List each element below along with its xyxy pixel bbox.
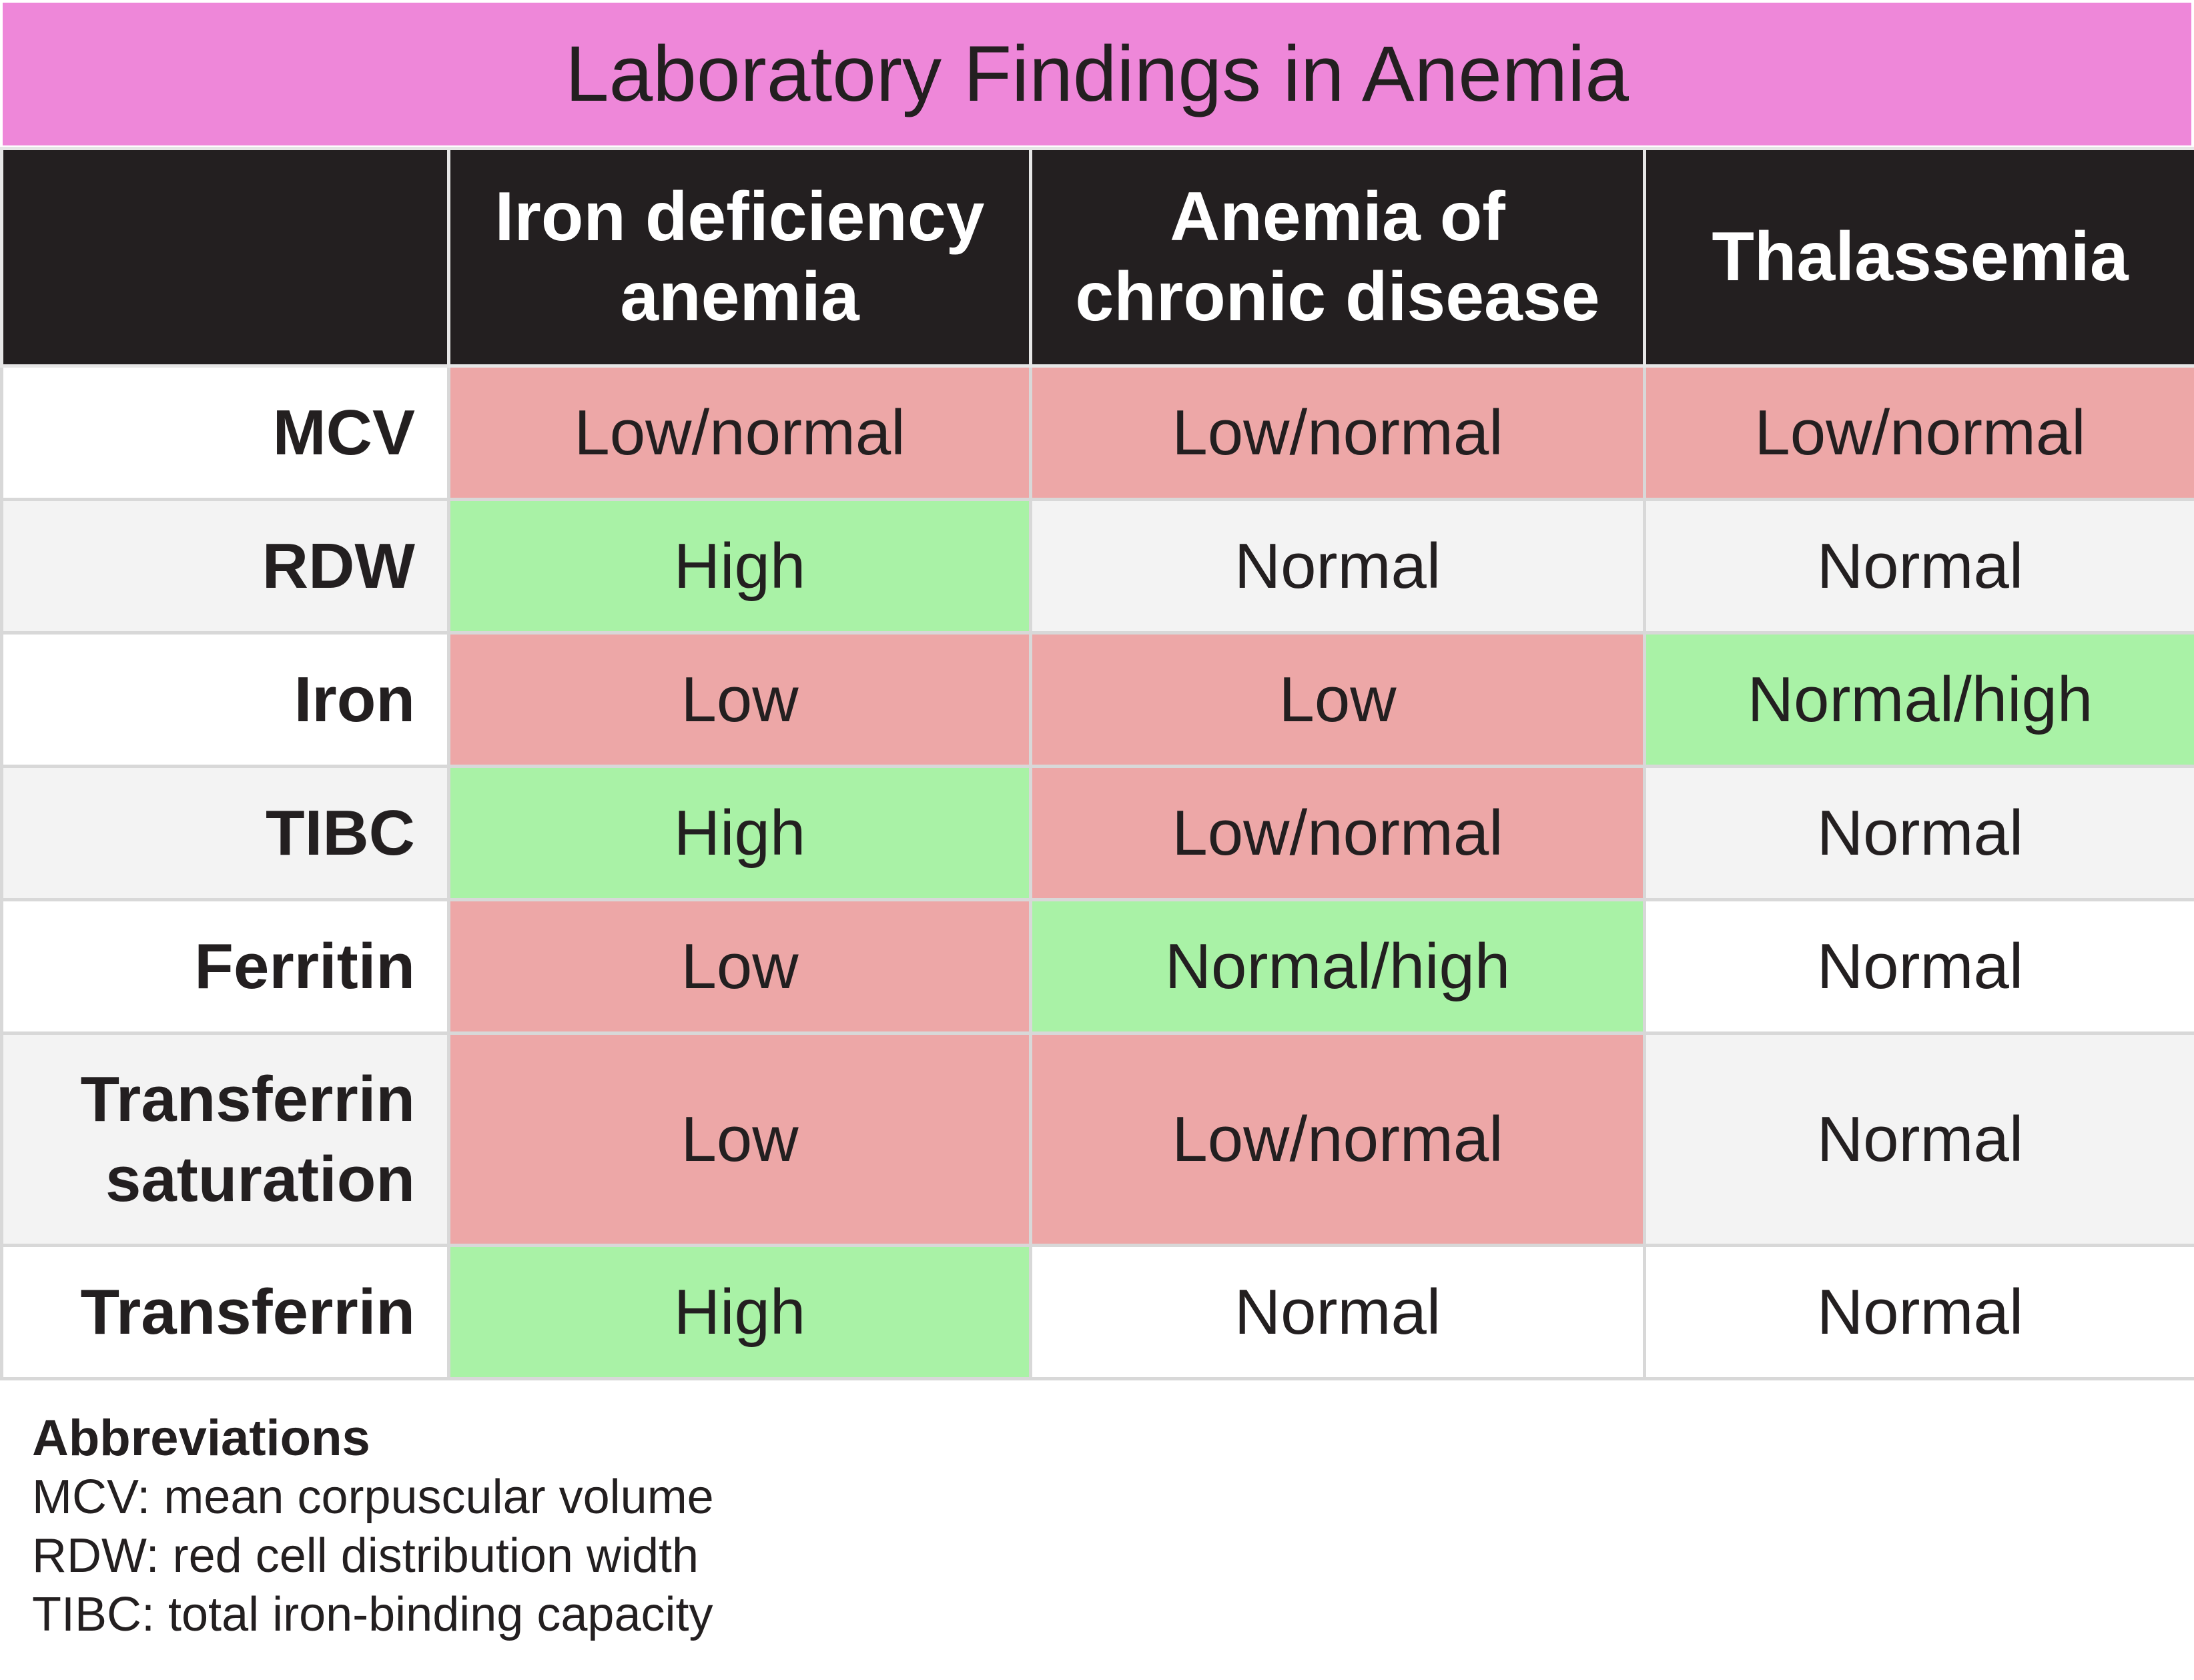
table-cell: Low/normal	[447, 364, 1032, 501]
row-label-ferritin: Ferritin	[0, 898, 450, 1035]
abbreviations-block: Abbreviations MCV: mean corpuscular volu…	[32, 1409, 714, 1644]
abbreviation-item: RDW: red cell distribution width	[32, 1529, 699, 1583]
table-row: TIBC High Low/normal Normal	[0, 765, 2194, 901]
abbreviation-item: MCV: mean corpuscular volume	[32, 1471, 714, 1524]
abbreviations-heading: Abbreviations	[32, 1410, 370, 1466]
row-label-rdw: RDW	[0, 498, 450, 635]
table-row: Ferritin Low Normal/high Normal	[0, 898, 2194, 1035]
header-empty-cell	[0, 147, 450, 368]
abbreviation-item: TIBC: total iron-binding capacity	[32, 1588, 713, 1641]
row-label-transferrin: Transferrin	[0, 1244, 450, 1380]
table-cell: Normal	[1643, 1244, 2194, 1380]
header-row: Iron deficiency anemia Anemia of chronic…	[0, 147, 2194, 368]
table-cell: Normal	[1643, 765, 2194, 901]
table-cell: High	[447, 765, 1032, 901]
row-label-mcv: MCV	[0, 364, 450, 501]
row-label-transferrin-saturation: Transferrin saturation	[0, 1031, 450, 1247]
table-cell: Low	[447, 631, 1032, 768]
table-cell: Normal	[1643, 1031, 2194, 1247]
table-cell: Low/normal	[1643, 364, 2194, 501]
header-thalassemia: Thalassemia	[1643, 147, 2194, 368]
table-cell: Normal	[1643, 898, 2194, 1035]
table-cell: Low	[447, 1031, 1032, 1247]
table-cell: High	[447, 498, 1032, 635]
table-cell: Low	[1029, 631, 1646, 768]
table-cell: Normal	[1029, 498, 1646, 635]
row-label-tibc: TIBC	[0, 765, 450, 901]
header-anemia-of-chronic-disease: Anemia of chronic disease	[1029, 147, 1646, 368]
table-cell: High	[447, 1244, 1032, 1380]
table-cell: Normal/high	[1643, 631, 2194, 768]
table-row: Iron Low Low Normal/high	[0, 631, 2194, 768]
table-cell: Normal	[1643, 498, 2194, 635]
page-title: Laboratory Findings in Anemia	[3, 3, 2191, 145]
row-label-iron: Iron	[0, 631, 450, 768]
table-cell: Low	[447, 898, 1032, 1035]
table-cell: Low/normal	[1029, 765, 1646, 901]
lab-findings-table: Iron deficiency anemia Anemia of chronic…	[0, 147, 2194, 1380]
table-row: Transferrin saturation Low Low/normal No…	[0, 1031, 2194, 1247]
table-cell: Low/normal	[1029, 1031, 1646, 1247]
table-row: Transferrin High Normal Normal	[0, 1244, 2194, 1380]
table-row: MCV Low/normal Low/normal Low/normal	[0, 364, 2194, 501]
table-cell: Normal/high	[1029, 898, 1646, 1035]
table-cell: Normal	[1029, 1244, 1646, 1380]
table-cell: Low/normal	[1029, 364, 1646, 501]
table-row: RDW High Normal Normal	[0, 498, 2194, 635]
header-iron-deficiency-anemia: Iron deficiency anemia	[447, 147, 1032, 368]
